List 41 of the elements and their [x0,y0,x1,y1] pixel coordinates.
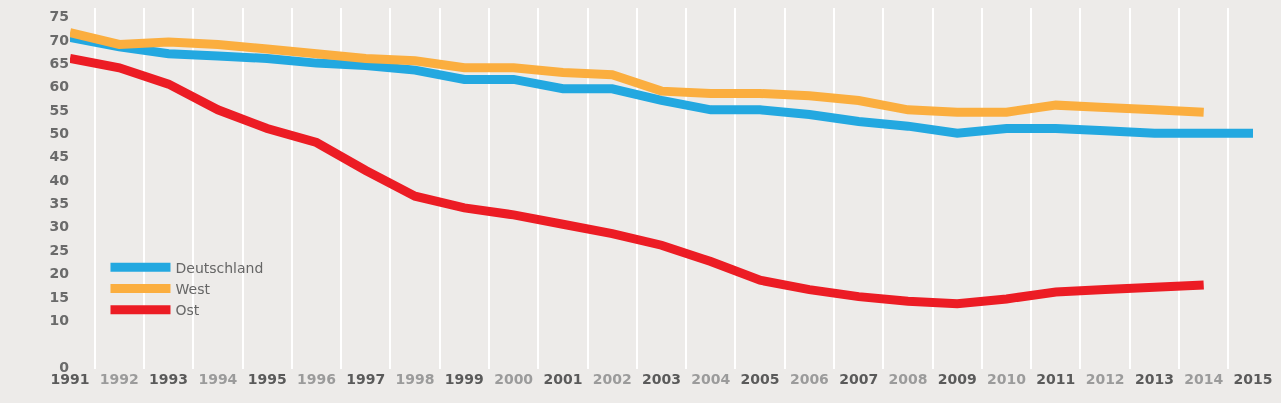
x-tick-label: 2009 [937,371,977,387]
x-tick-label: 2014 [1184,371,1224,387]
y-tick-label: 15 [49,288,69,305]
x-tick-label: 2000 [494,371,534,387]
x-tick-label: 2008 [888,371,928,387]
y-tick-label: 55 [49,101,69,118]
y-tick-label: 65 [49,55,69,72]
y-tick-label: 10 [49,311,70,328]
legend-label: Deutschland [175,259,264,276]
y-tick-label: 30 [49,218,70,235]
x-tick-label: 2005 [740,371,780,387]
y-tick-label: 40 [49,171,70,188]
legend-label: Ost [175,302,200,319]
x-tick-label: 2001 [543,371,583,387]
x-tick-label: 2002 [592,371,632,387]
x-tick-label: 1997 [346,371,386,387]
y-tick-label: 25 [49,241,69,258]
y-tick-label: 60 [49,78,70,95]
y-tick-label: 50 [49,125,70,142]
y-tick-label: 35 [49,195,69,212]
x-tick-label: 2003 [642,371,681,387]
x-tick-label: 2011 [1036,371,1076,387]
x-tick-label: 1995 [247,371,287,387]
x-tick-label: 2012 [1085,371,1125,387]
x-tick-label: 1992 [99,371,139,387]
y-tick-label: 75 [49,8,69,25]
x-tick-label: 1993 [149,371,189,387]
legend-label: West [175,280,211,297]
x-tick-label: 1994 [198,371,238,387]
y-tick-label: 70 [49,31,70,48]
x-tick-label: 1999 [444,371,484,387]
y-tick-label: 20 [49,265,70,282]
x-tick-label: 2006 [789,371,829,387]
x-tick-label: 2007 [839,371,879,387]
x-tick-label: 1998 [395,371,435,387]
y-tick-label: 45 [49,148,69,165]
x-tick-label: 2004 [691,371,731,387]
x-tick-label: 2015 [1233,371,1273,387]
x-tick-label: 2010 [987,371,1027,387]
x-tick-label: 2013 [1134,371,1174,387]
x-tick-label: 1996 [296,371,336,387]
